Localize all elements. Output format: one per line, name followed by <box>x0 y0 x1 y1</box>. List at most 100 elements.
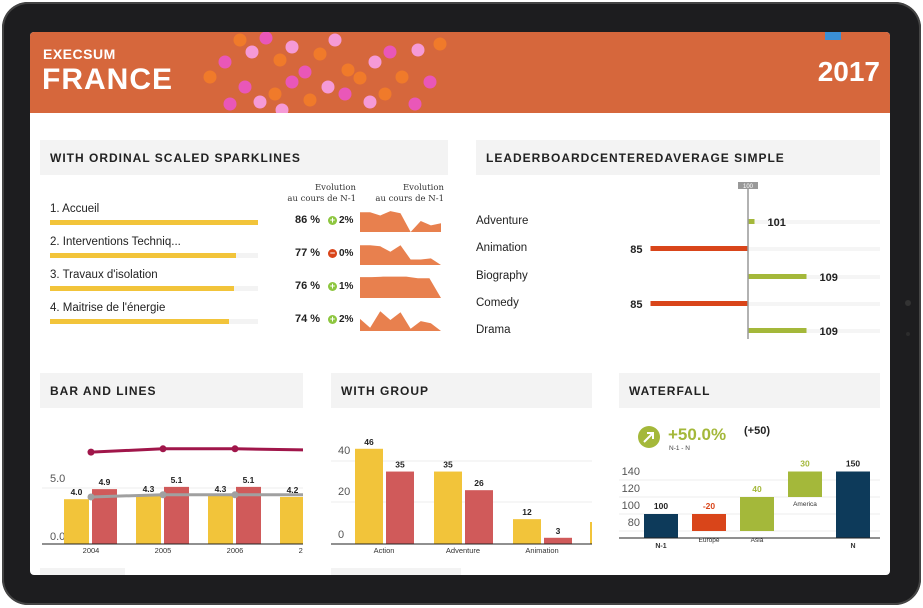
data-label: 30 <box>800 459 810 469</box>
confetti-dot <box>423 75 437 89</box>
next-panel-header <box>331 568 461 575</box>
x-tick-label: 2006 <box>227 546 244 555</box>
progress-fill <box>50 220 258 225</box>
data-label: 4.3 <box>215 484 227 494</box>
series-line <box>90 447 303 454</box>
line-point <box>87 493 95 501</box>
plus-circle-icon: + <box>328 281 337 291</box>
leaderboard-value: 109 <box>820 272 838 284</box>
header-subtitle: EXECSUM <box>43 46 116 62</box>
data-label: 4.0 <box>71 487 83 497</box>
progress-fill <box>50 253 236 258</box>
confetti-dot <box>408 97 422 111</box>
progress-fill <box>50 319 229 324</box>
data-label: 4.9 <box>99 477 111 487</box>
confetti-decoration <box>203 32 841 113</box>
progress-track <box>50 220 258 225</box>
panel-title: WITH GROUP <box>341 384 429 398</box>
data-label: 40 <box>752 484 762 494</box>
x-tick-label: Adventure <box>446 546 480 555</box>
line-point <box>304 446 311 453</box>
leaderboard-bar <box>650 301 748 306</box>
y-tick-label: 0 <box>338 529 344 541</box>
leaderboard-bar <box>748 328 807 333</box>
y-tick-label: 120 <box>622 483 640 495</box>
confetti-dot <box>395 70 409 84</box>
panel-title: BAR AND LINES <box>50 384 157 398</box>
column-header-evolution: Evolution au cours de N-1 <box>268 183 356 205</box>
column-header-line: au cours de N-1 <box>287 194 356 204</box>
column-header-line: Evolution <box>402 183 444 193</box>
leaderboard-bar <box>650 246 748 251</box>
confetti-dot <box>275 103 289 113</box>
y-tick-label: 5.0 <box>50 473 65 485</box>
waterfall-bar <box>644 514 678 538</box>
data-label: 3 <box>556 526 561 536</box>
data-label: 4.3 <box>143 484 155 494</box>
leaderboard-track <box>748 302 880 306</box>
bar <box>434 471 462 544</box>
waterfall-bar <box>788 471 822 497</box>
x-tick-label: Asia <box>751 537 764 544</box>
percent-value: 86 % <box>295 214 321 226</box>
sparkline-area <box>360 245 441 265</box>
waterfall-bar <box>740 497 774 531</box>
row-label: 3. Travaux d'isolation <box>50 269 158 281</box>
leaderboard-track <box>748 220 880 224</box>
progress-fill <box>50 286 234 291</box>
panel-header-with-group: WITH GROUP <box>331 373 592 408</box>
data-label: 150 <box>846 459 860 469</box>
confetti-dot <box>223 97 237 111</box>
y-tick-label: 40 <box>338 445 350 457</box>
header-title: FRANCE <box>42 63 173 96</box>
y-tick-label: 0.0 <box>50 531 65 543</box>
delta-value: 2% <box>339 215 354 226</box>
sparkline-area <box>360 311 441 331</box>
x-tick-label: 2007 <box>299 546 316 555</box>
confetti-dot <box>363 95 377 109</box>
decor-shape <box>825 32 841 40</box>
x-tick-label: Animation <box>525 546 558 555</box>
percent-value: 74 % <box>295 313 321 325</box>
confetti-dot <box>238 80 252 94</box>
series-line <box>90 493 303 499</box>
bar <box>280 496 303 544</box>
plus-circle-icon: + <box>328 314 337 324</box>
confetti-dot <box>328 33 342 47</box>
bar <box>513 519 541 544</box>
data-label: 5.1 <box>243 475 255 485</box>
confetti-dot <box>433 37 447 51</box>
waterfall-bar <box>836 471 870 538</box>
y-tick-label: 140 <box>622 466 640 478</box>
confetti-dot <box>411 43 425 57</box>
leaderboard-bar <box>748 219 755 224</box>
column-header-line: Evolution <box>314 183 356 193</box>
bar <box>64 499 89 544</box>
confetti-dot <box>268 87 282 101</box>
data-label: 12 <box>522 507 532 517</box>
bar <box>236 486 261 544</box>
leaderboard-label: Adventure <box>476 215 529 227</box>
y-tick-label: 100 <box>622 500 640 512</box>
leaderboard-track <box>748 275 880 279</box>
column-header-line: au cours de N-1 <box>375 194 444 204</box>
line-point <box>159 491 167 499</box>
x-tick-label: 2004 <box>83 546 100 555</box>
leaderboard-value: 85 <box>630 244 642 256</box>
bar <box>355 448 383 544</box>
bar <box>465 490 493 544</box>
panel-header-waterfall: WATERFALL <box>619 373 880 408</box>
leaderboard-label: Drama <box>476 324 511 336</box>
line-point <box>304 491 311 498</box>
waterfall-chart: 140 120 100 80 +50.0% (+50) N-1 - N 100 N-1 -20 Eu… <box>619 425 880 550</box>
progress-track <box>50 253 258 258</box>
bar <box>386 471 414 544</box>
panel-title: WITH ORDINAL SCALED SPARKLINES <box>50 151 301 165</box>
confetti-dot <box>353 71 367 85</box>
confetti-dot <box>259 32 273 45</box>
panel-title: LEADERBOARDCENTEREDAVERAGE SIMPLE <box>486 151 785 165</box>
panel-header-leaderboard: LEADERBOARDCENTEREDAVERAGE SIMPLE <box>476 140 880 175</box>
sensor-icon <box>906 332 910 336</box>
bar <box>136 495 161 544</box>
x-tick-label: N <box>850 543 855 550</box>
